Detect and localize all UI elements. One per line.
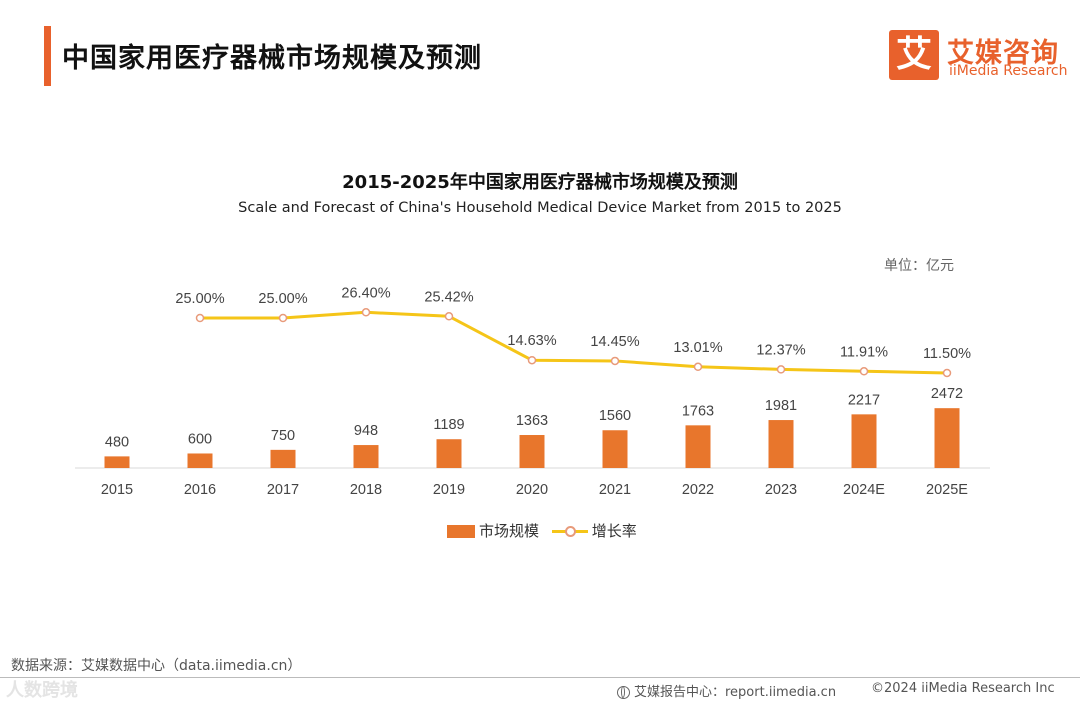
bar-label-2019: 1189	[433, 417, 464, 433]
globe-icon	[617, 686, 630, 699]
growth-label-2016: 25.00%	[175, 291, 224, 307]
growth-point-2016	[195, 313, 205, 323]
x-tick-2025E: 2025E	[926, 482, 968, 498]
growth-point-2025E	[942, 368, 952, 378]
growth-point-2022	[693, 362, 703, 372]
title-accent-bar	[44, 26, 51, 86]
growth-point-2019	[444, 312, 454, 321]
chart-title: 2015-2025年中国家用医疗器械市场规模及预测	[342, 172, 738, 193]
growth-point-2021	[610, 356, 620, 366]
x-tick-2017: 2017	[267, 482, 299, 498]
bar-label-2018: 948	[354, 423, 378, 439]
legend-label-market-size: 市场规模	[479, 522, 540, 540]
growth-label-2017: 25.00%	[258, 291, 307, 307]
x-tick-2024E: 2024E	[843, 482, 885, 498]
bar-label-2024E: 2217	[848, 392, 880, 408]
x-tick-2019: 2019	[433, 482, 465, 498]
bar-2022	[685, 425, 711, 468]
x-tick-2022: 2022	[682, 482, 714, 498]
growth-rate-line	[200, 310, 948, 375]
x-tick-2018: 2018	[350, 482, 382, 498]
unit-label: 单位：亿元	[884, 258, 954, 274]
bar-label-2020: 1363	[516, 413, 548, 429]
footer-report-text: 艾媒报告中心：report.iimedia.cn	[634, 685, 837, 700]
chart-legend: 市场规模 增长率	[447, 520, 645, 541]
legend-item-market-size: 市场规模	[447, 520, 539, 541]
legend-label-growth-rate: 增长率	[591, 522, 637, 540]
bar-2023	[768, 420, 794, 468]
bar-2018	[353, 445, 379, 468]
page-title: 中国家用医疗器械市场规模及预测	[62, 43, 482, 74]
x-tick-2015: 2015	[101, 482, 133, 498]
growth-label-2025E: 11.50%	[923, 346, 971, 362]
iimedia-logo: 艾 艾媒咨询 iiMedia Research	[889, 30, 1068, 82]
bar-label-2021: 1560	[599, 408, 631, 424]
data-source: 数据来源：艾媒数据中心（data.iimedia.cn）	[11, 658, 302, 674]
footer-copyright: ©2024 iiMedia Research Inc	[871, 681, 1055, 696]
chart-subtitle: Scale and Forecast of China's Household …	[238, 200, 842, 216]
legend-bar-swatch	[447, 525, 475, 538]
growth-point-2024E	[859, 367, 869, 376]
footer-report-link: 艾媒报告中心：report.iimedia.cn	[617, 681, 836, 700]
x-tick-2023: 2023	[765, 482, 797, 498]
legend-line-swatch	[551, 525, 588, 538]
growth-label-2018: 26.40%	[341, 285, 390, 301]
growth-point-2023	[776, 365, 786, 374]
x-tick-2021: 2021	[599, 482, 631, 498]
legend-item-growth-rate: 增长率	[551, 520, 637, 541]
logo-cn-text: 艾媒咨询	[947, 38, 1059, 69]
bar-label-2025E: 2472	[931, 386, 963, 402]
bar-2016	[187, 453, 213, 468]
bar-label-2015: 480	[105, 434, 129, 450]
bar-2015	[104, 456, 130, 468]
growth-label-2021: 14.45%	[590, 334, 639, 350]
x-tick-2016: 2016	[184, 482, 216, 498]
footer-divider	[0, 677, 1080, 678]
bar-2024E	[851, 414, 877, 468]
watermark: 人数跨境	[6, 680, 78, 701]
logo-en-text: iiMedia Research	[949, 63, 1068, 79]
bar-label-2022: 1763	[682, 403, 714, 419]
growth-label-2019: 25.42%	[424, 289, 473, 305]
growth-point-2020	[527, 355, 537, 365]
bar-2019	[436, 439, 462, 468]
bar-label-2023: 1981	[765, 398, 797, 414]
bar-2020	[519, 435, 545, 468]
bar-2017	[270, 449, 296, 468]
growth-label-2023: 12.37%	[756, 342, 805, 358]
bar-label-2016: 600	[188, 431, 212, 447]
growth-label-2020: 14.63%	[507, 333, 556, 349]
growth-label-2024E: 11.91%	[840, 344, 888, 360]
bar-2021	[602, 430, 628, 468]
bar-2025E	[934, 408, 960, 468]
growth-label-2022: 13.01%	[673, 340, 722, 356]
growth-point-2017	[278, 313, 288, 323]
x-tick-2020: 2020	[516, 482, 548, 498]
logo-mark: 艾	[889, 30, 939, 80]
growth-point-2018	[361, 308, 371, 317]
bar-label-2017: 750	[271, 428, 295, 444]
